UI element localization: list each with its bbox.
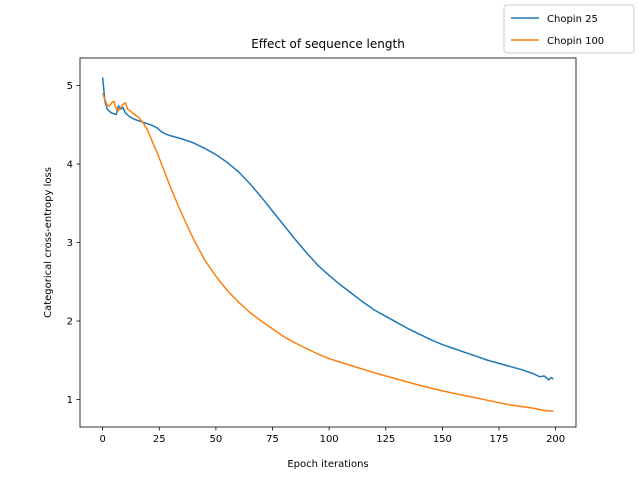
x-tick-label: 25	[153, 434, 166, 445]
x-axis-ticks: 0 25 50 75 100 125 150 175 200	[99, 427, 565, 445]
series-layer	[101, 77, 554, 413]
legend-label-chopin-100: Chopin 100	[547, 36, 604, 47]
y-axis-label: Categorical cross-entropy loss	[43, 167, 54, 318]
chart-title: Effect of sequence length	[251, 37, 405, 51]
y-tick-label: 4	[67, 159, 73, 170]
y-tick-label: 3	[67, 238, 73, 249]
plot-area	[80, 58, 576, 427]
series-line-chopin-25	[101, 77, 554, 381]
x-tick-label: 100	[320, 434, 339, 445]
y-tick-label: 5	[67, 81, 73, 92]
x-tick-label: 150	[433, 434, 452, 445]
x-tick-label: 175	[489, 434, 508, 445]
x-tick-label: 50	[210, 434, 223, 445]
legend-label-chopin-25: Chopin 25	[547, 14, 598, 25]
x-axis-label: Epoch iterations	[287, 459, 368, 470]
x-tick-label: 125	[376, 434, 395, 445]
legend-box	[503, 4, 635, 54]
y-axis-ticks: 1 2 3 4 5	[67, 81, 80, 406]
x-tick-label: 0	[99, 434, 105, 445]
x-tick-label: 200	[546, 434, 565, 445]
x-tick-label: 75	[266, 434, 279, 445]
y-tick-label: 1	[67, 395, 73, 406]
series-line-chopin-100	[101, 93, 554, 413]
legend: Chopin 25 Chopin 100	[503, 4, 635, 54]
y-tick-label: 2	[67, 317, 73, 328]
